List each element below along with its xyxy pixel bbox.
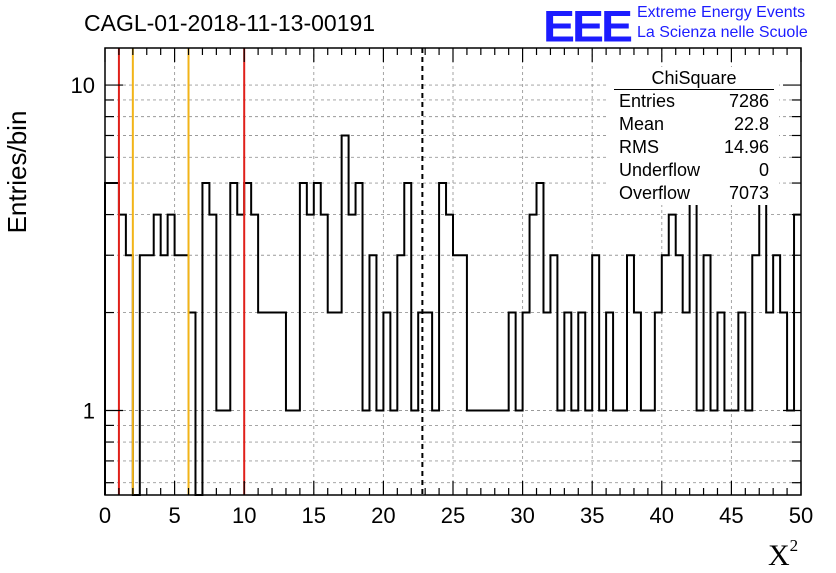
reference-lines: [117, 48, 424, 495]
stats-value: 14.96: [723, 137, 769, 157]
stats-value: 22.8: [733, 114, 769, 134]
x-tick-label: 15: [302, 503, 326, 528]
stats-value: 7073: [728, 183, 769, 203]
x-tick-label: 30: [510, 503, 534, 528]
x-axis-label-superscript: 2: [789, 536, 799, 555]
x-tick-label: 40: [650, 503, 674, 528]
x-tick-label: 10: [232, 503, 256, 528]
stats-label: Underflow: [619, 160, 701, 180]
stats-label: RMS: [619, 137, 659, 157]
x-tick-label: 20: [371, 503, 395, 528]
x-tick-label: 50: [789, 503, 813, 528]
axes: 0 5 10 15 20 25 30 35 40 45 50 1 10: [71, 47, 813, 528]
stats-row-mean: Mean 22.8: [609, 113, 779, 136]
stats-row-rms: RMS 14.96: [609, 136, 779, 159]
eee-logo: EEE: [543, 2, 633, 52]
x-axis-label-text: X: [768, 539, 790, 572]
logo-line-1: Extreme Energy Events: [637, 4, 806, 21]
chart-title: CAGL-01-2018-11-13-00191: [84, 10, 376, 36]
stats-row-underflow: Underflow 0: [609, 159, 779, 182]
stats-row-entries: Entries 7286: [609, 90, 779, 113]
x-tick-label: 25: [441, 503, 465, 528]
stats-value: 0: [758, 160, 769, 180]
y-tick-label: 10: [71, 73, 95, 98]
x-tick-label: 0: [99, 503, 111, 528]
y-tick-label: 1: [83, 399, 95, 424]
stats-label: Entries: [619, 91, 676, 111]
stats-value: 7286: [728, 91, 769, 111]
stats-label: Mean: [619, 114, 665, 134]
logo-line-2: La Scienza nelle Scuole: [637, 24, 808, 41]
stats-row-overflow: Overflow 7073: [609, 182, 779, 205]
stats-box: ChiSquare Entries 7286 Mean 22.8 RMS 14.…: [609, 67, 779, 205]
x-tick-label: 45: [719, 503, 743, 528]
stats-label: Overflow: [619, 183, 691, 203]
x-tick-label: 35: [580, 503, 604, 528]
x-tick-label: 5: [168, 503, 180, 528]
stats-title: ChiSquare: [614, 67, 774, 90]
y-axis-label: Entries/bin: [2, 110, 32, 234]
x-axis-label: X2: [768, 536, 798, 573]
